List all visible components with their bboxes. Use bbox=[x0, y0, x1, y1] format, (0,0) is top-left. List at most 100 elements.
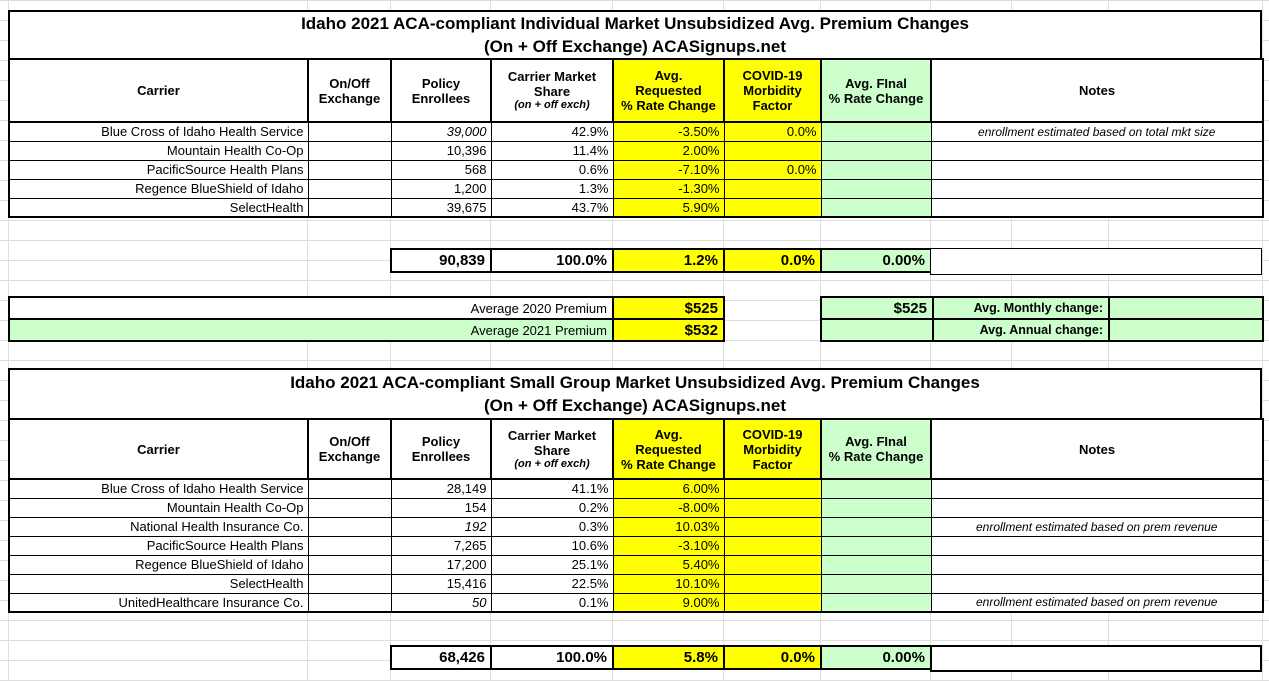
cell-avg-requested-rate-change[interactable]: 6.00% bbox=[612, 478, 725, 499]
cell-on-off-exchange[interactable] bbox=[307, 121, 392, 142]
cell-avg-final-rate-change[interactable] bbox=[820, 121, 932, 142]
cell-covid-morbidity-factor[interactable] bbox=[723, 592, 822, 613]
cell-carrier[interactable]: Regence BlueShield of Idaho bbox=[8, 554, 309, 575]
cell-carrier[interactable]: PacificSource Health Plans bbox=[8, 159, 309, 180]
cell-carrier[interactable]: National Health Insurance Co. bbox=[8, 516, 309, 537]
cell-market-share[interactable]: 0.6% bbox=[490, 159, 614, 180]
cell-covid-morbidity-factor[interactable] bbox=[723, 573, 822, 594]
cell-policy-enrollees[interactable]: 7,265 bbox=[390, 535, 492, 556]
cell-market-share[interactable]: 41.1% bbox=[490, 478, 614, 499]
header-avg-requested-rate-change[interactable]: Avg. Requested % Rate Change bbox=[612, 418, 725, 480]
cell-notes[interactable]: enrollment estimated based on prem reven… bbox=[930, 592, 1264, 613]
total-avg-requested-cell[interactable]: 5.8% bbox=[612, 645, 725, 670]
cell-notes[interactable] bbox=[930, 140, 1264, 161]
cell-policy-enrollees[interactable]: 50 bbox=[390, 592, 492, 613]
cell-carrier[interactable]: PacificSource Health Plans bbox=[8, 535, 309, 556]
header-policy-enrollees[interactable]: Policy Enrollees bbox=[390, 418, 492, 480]
cell-avg-final-rate-change[interactable] bbox=[820, 497, 932, 518]
cell-on-off-exchange[interactable] bbox=[307, 197, 392, 218]
total-avg-final-cell[interactable]: 0.00% bbox=[820, 248, 932, 273]
final-2021-premium-value[interactable] bbox=[820, 318, 934, 342]
cell-on-off-exchange[interactable] bbox=[307, 573, 392, 594]
cell-covid-morbidity-factor[interactable]: 0.0% bbox=[723, 121, 822, 142]
cell-policy-enrollees[interactable]: 568 bbox=[390, 159, 492, 180]
cell-avg-final-rate-change[interactable] bbox=[820, 554, 932, 575]
cell-on-off-exchange[interactable] bbox=[307, 535, 392, 556]
cell-notes[interactable] bbox=[930, 178, 1264, 199]
cell-avg-requested-rate-change[interactable]: 10.10% bbox=[612, 573, 725, 594]
cell-avg-final-rate-change[interactable] bbox=[820, 573, 932, 594]
total-covid-factor-cell[interactable]: 0.0% bbox=[723, 645, 822, 670]
header-avg-final-rate-change[interactable]: Avg. FInal % Rate Change bbox=[820, 58, 932, 123]
avg-annual-change-value[interactable] bbox=[1108, 318, 1264, 342]
cell-notes[interactable] bbox=[930, 497, 1264, 518]
cell-notes[interactable] bbox=[930, 573, 1264, 594]
cell-notes[interactable] bbox=[930, 478, 1264, 499]
cell-on-off-exchange[interactable] bbox=[307, 516, 392, 537]
cell-on-off-exchange[interactable] bbox=[307, 159, 392, 180]
cell-carrier[interactable]: Mountain Health Co-Op bbox=[8, 497, 309, 518]
header-notes[interactable]: Notes bbox=[930, 418, 1264, 480]
cell-carrier[interactable]: SelectHealth bbox=[8, 197, 309, 218]
cell-market-share[interactable]: 1.3% bbox=[490, 178, 614, 199]
cell-market-share[interactable]: 0.2% bbox=[490, 497, 614, 518]
cell-avg-final-rate-change[interactable] bbox=[820, 535, 932, 556]
cell-covid-morbidity-factor[interactable] bbox=[723, 497, 822, 518]
cell-avg-requested-rate-change[interactable]: -7.10% bbox=[612, 159, 725, 180]
cell-covid-morbidity-factor[interactable] bbox=[723, 197, 822, 218]
average-2020-premium-value[interactable]: $525 bbox=[612, 296, 725, 320]
cell-market-share[interactable]: 25.1% bbox=[490, 554, 614, 575]
cell-avg-requested-rate-change[interactable]: -3.50% bbox=[612, 121, 725, 142]
total-policy-enrollees-cell[interactable]: 90,839 bbox=[390, 248, 492, 273]
cell-policy-enrollees[interactable]: 10,396 bbox=[390, 140, 492, 161]
header-carrier[interactable]: Carrier bbox=[8, 58, 309, 123]
header-avg-requested-rate-change[interactable]: Avg. Requested % Rate Change bbox=[612, 58, 725, 123]
avg-monthly-change-label[interactable]: Avg. Monthly change: bbox=[932, 296, 1110, 320]
header-carrier[interactable]: Carrier bbox=[8, 418, 309, 480]
cell-market-share[interactable]: 43.7% bbox=[490, 197, 614, 218]
header-covid-morbidity-factor[interactable]: COVID-19 Morbidity Factor bbox=[723, 418, 822, 480]
cell-market-share[interactable]: 42.9% bbox=[490, 121, 614, 142]
cell-notes[interactable]: enrollment estimated based on total mkt … bbox=[930, 121, 1264, 142]
cell-market-share[interactable]: 0.3% bbox=[490, 516, 614, 537]
header-notes[interactable]: Notes bbox=[930, 58, 1264, 123]
cell-carrier[interactable]: UnitedHealthcare Insurance Co. bbox=[8, 592, 309, 613]
cell-notes[interactable] bbox=[930, 535, 1264, 556]
cell-notes[interactable] bbox=[930, 197, 1264, 218]
cell-covid-morbidity-factor[interactable] bbox=[723, 554, 822, 575]
cell-covid-morbidity-factor[interactable] bbox=[723, 535, 822, 556]
header-market-share[interactable]: Carrier Market Share (on + off exch) bbox=[490, 58, 614, 123]
cell-covid-morbidity-factor[interactable] bbox=[723, 178, 822, 199]
header-on-off-exchange[interactable]: On/Off Exchange bbox=[307, 58, 392, 123]
average-2020-premium-label[interactable]: Average 2020 Premium bbox=[8, 296, 614, 320]
cell-on-off-exchange[interactable] bbox=[307, 554, 392, 575]
cell-policy-enrollees[interactable]: 17,200 bbox=[390, 554, 492, 575]
cell-on-off-exchange[interactable] bbox=[307, 478, 392, 499]
cell-avg-final-rate-change[interactable] bbox=[820, 516, 932, 537]
cell-policy-enrollees[interactable]: 39,000 bbox=[390, 121, 492, 142]
cell-covid-morbidity-factor[interactable] bbox=[723, 140, 822, 161]
cell-market-share[interactable]: 11.4% bbox=[490, 140, 614, 161]
average-2021-premium-label[interactable]: Average 2021 Premium bbox=[8, 318, 614, 342]
cell-avg-final-rate-change[interactable] bbox=[820, 197, 932, 218]
cell-carrier[interactable]: Mountain Health Co-Op bbox=[8, 140, 309, 161]
cell-avg-requested-rate-change[interactable]: -1.30% bbox=[612, 178, 725, 199]
small-group-market-title-cell[interactable]: Idaho 2021 ACA-compliant Small Group Mar… bbox=[8, 368, 1262, 418]
header-on-off-exchange[interactable]: On/Off Exchange bbox=[307, 418, 392, 480]
cell-avg-requested-rate-change[interactable]: 10.03% bbox=[612, 516, 725, 537]
header-market-share[interactable]: Carrier Market Share (on + off exch) bbox=[490, 418, 614, 480]
cell-avg-final-rate-change[interactable] bbox=[820, 140, 932, 161]
cell-avg-requested-rate-change[interactable]: 5.40% bbox=[612, 554, 725, 575]
cell-avg-requested-rate-change[interactable]: 9.00% bbox=[612, 592, 725, 613]
header-policy-enrollees[interactable]: Policy Enrollees bbox=[390, 58, 492, 123]
total-market-share-cell[interactable]: 100.0% bbox=[490, 248, 614, 273]
cell-on-off-exchange[interactable] bbox=[307, 497, 392, 518]
cell-on-off-exchange[interactable] bbox=[307, 592, 392, 613]
header-covid-morbidity-factor[interactable]: COVID-19 Morbidity Factor bbox=[723, 58, 822, 123]
cell-carrier[interactable]: Regence BlueShield of Idaho bbox=[8, 178, 309, 199]
total-avg-final-cell[interactable]: 0.00% bbox=[820, 645, 932, 670]
total-policy-enrollees-cell[interactable]: 68,426 bbox=[390, 645, 492, 670]
cell-avg-final-rate-change[interactable] bbox=[820, 478, 932, 499]
cell-avg-requested-rate-change[interactable]: -3.10% bbox=[612, 535, 725, 556]
cell-policy-enrollees[interactable]: 39,675 bbox=[390, 197, 492, 218]
